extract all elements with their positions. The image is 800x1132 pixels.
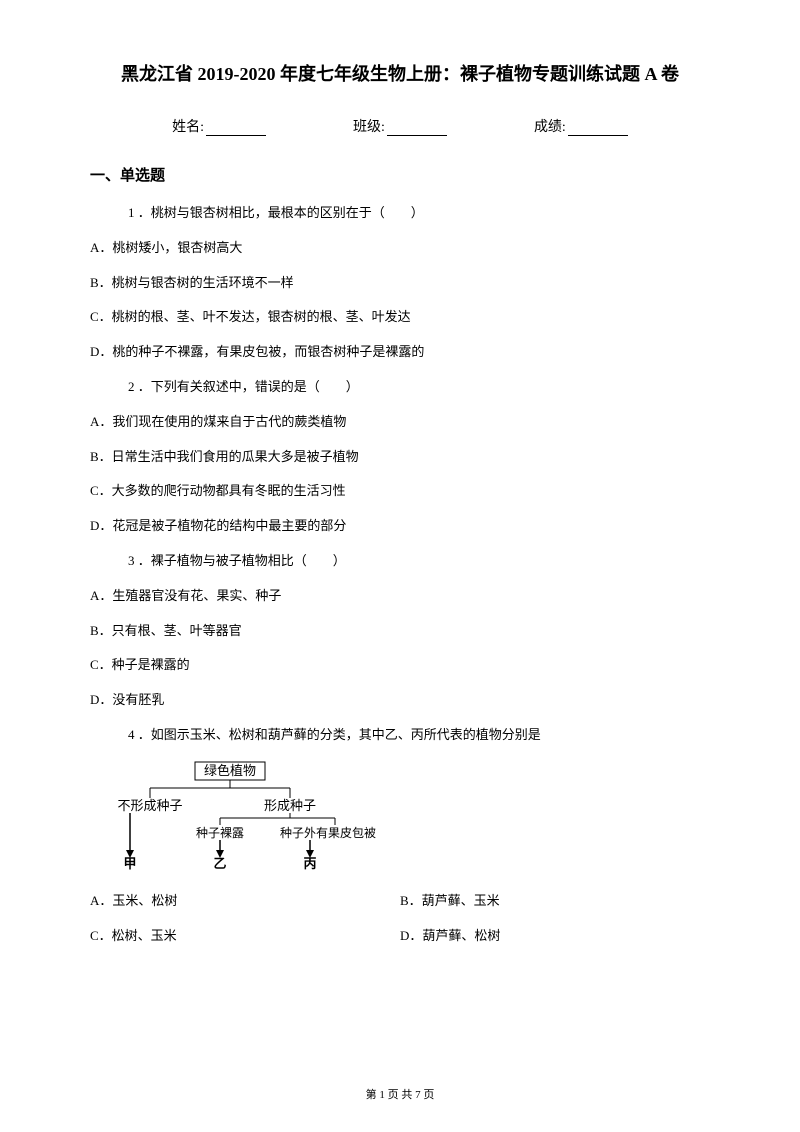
q2-option-a: A．我们现在使用的煤来自于古代的蕨类植物 bbox=[90, 412, 710, 433]
question-1: 1 ．桃树与银杏树相比，最根本的区别在于（ ） bbox=[90, 203, 710, 224]
q4-option-d: D．葫芦藓、松树 bbox=[400, 926, 710, 947]
diagram-leaf2: 乙 bbox=[213, 856, 226, 870]
q2-option-c: C．大多数的爬行动物都具有冬眠的生活习性 bbox=[90, 481, 710, 502]
name-blank bbox=[206, 122, 266, 136]
diagram-right2: 种子外有果皮包被 bbox=[280, 826, 376, 840]
q1-option-d: D．桃的种子不裸露，有果皮包被，而银杏树种子是裸露的 bbox=[90, 342, 710, 363]
q4-options-row1: A．玉米、松树 B．葫芦藓、玉米 bbox=[90, 891, 710, 912]
question-4: 4 ．如图示玉米、松树和葫芦藓的分类，其中乙、丙所代表的植物分别是 bbox=[90, 725, 710, 746]
q2-option-d: D．花冠是被子植物花的结构中最主要的部分 bbox=[90, 516, 710, 537]
q3-option-a: A．生殖器官没有花、果实、种子 bbox=[90, 586, 710, 607]
q2-option-b: B．日常生活中我们食用的瓜果大多是被子植物 bbox=[90, 447, 710, 468]
q1-option-a: A．桃树矮小，银杏树高大 bbox=[90, 238, 710, 259]
diagram-right1: 形成种子 bbox=[264, 798, 316, 813]
name-label: 姓名: bbox=[172, 116, 204, 136]
q4-option-a: A．玉米、松树 bbox=[90, 891, 400, 912]
page-title: 黑龙江省 2019-2020 年度七年级生物上册：裸子植物专题训练试题 A 卷 bbox=[90, 60, 710, 86]
q4-options-row2: C．松树、玉米 D．葫芦藓、松树 bbox=[90, 926, 710, 947]
q4-option-b: B．葫芦藓、玉米 bbox=[400, 891, 710, 912]
diagram-left2: 种子裸露 bbox=[196, 825, 244, 840]
q3-option-d: D．没有胚乳 bbox=[90, 690, 710, 711]
class-blank bbox=[387, 122, 447, 136]
q3-option-c: C．种子是裸露的 bbox=[90, 655, 710, 676]
class-label: 班级: bbox=[353, 116, 385, 136]
classification-diagram: 绿色植物 不形成种子 形成种子 甲 种子裸露 种子外有果皮包被 乙 丙 bbox=[110, 760, 710, 875]
q4-option-c: C．松树、玉米 bbox=[90, 926, 400, 947]
tree-diagram-svg: 绿色植物 不形成种子 形成种子 甲 种子裸露 种子外有果皮包被 乙 丙 bbox=[110, 760, 390, 870]
diagram-leaf3: 丙 bbox=[303, 856, 316, 870]
section-header: 一、单选题 bbox=[90, 164, 710, 185]
score-blank bbox=[568, 122, 628, 136]
q1-option-c: C．桃树的根、茎、叶不发达，银杏树的根、茎、叶发达 bbox=[90, 307, 710, 328]
page-footer: 第 1 页 共 7 页 bbox=[0, 1086, 800, 1102]
diagram-root: 绿色植物 bbox=[204, 763, 256, 778]
score-label: 成绩: bbox=[534, 116, 566, 136]
question-3: 3 ．裸子植物与被子植物相比（ ） bbox=[90, 551, 710, 572]
question-2: 2 ．下列有关叙述中，错误的是（ ） bbox=[90, 377, 710, 398]
info-row: 姓名: 班级: 成绩: bbox=[90, 116, 710, 136]
q1-option-b: B．桃树与银杏树的生活环境不一样 bbox=[90, 273, 710, 294]
q3-option-b: B．只有根、茎、叶等器官 bbox=[90, 621, 710, 642]
diagram-left1: 不形成种子 bbox=[117, 798, 182, 813]
diagram-leaf1: 甲 bbox=[123, 856, 136, 870]
